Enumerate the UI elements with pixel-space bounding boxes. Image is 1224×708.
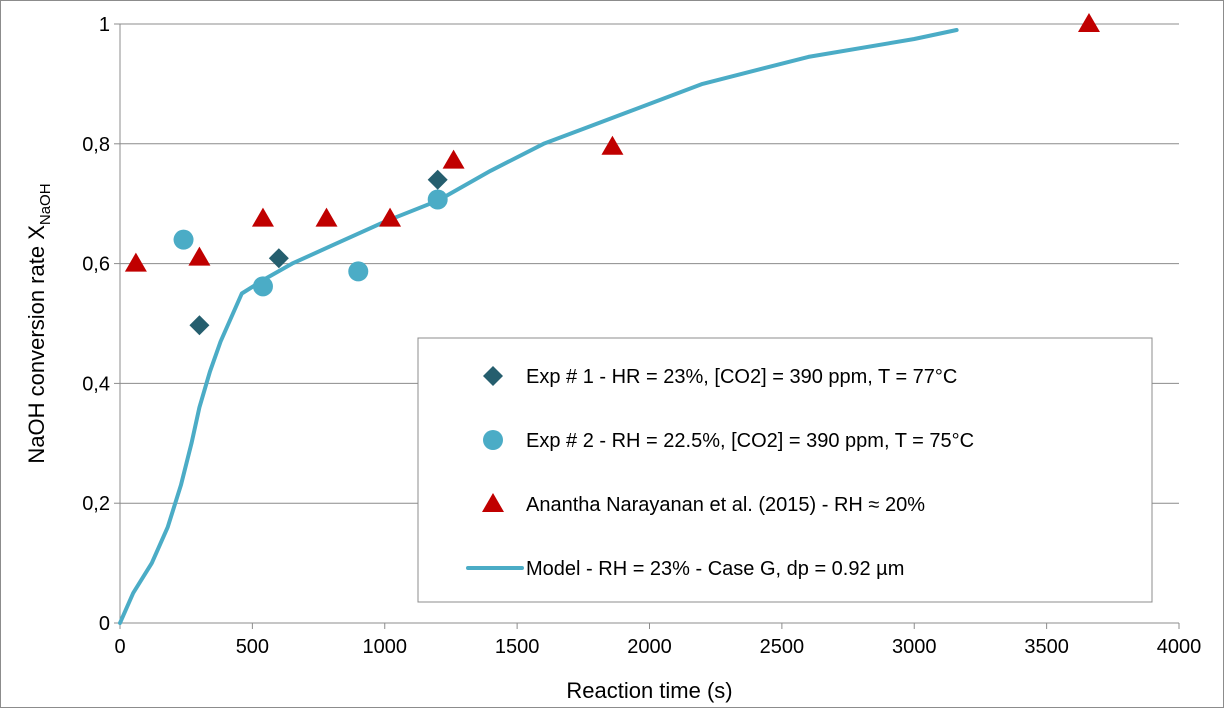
legend: Exp # 1 - HR = 23%, [CO2] = 390 ppm, T =… — [417, 337, 1153, 603]
legend-label: Exp # 1 - HR = 23%, [CO2] = 390 ppm, T =… — [526, 366, 957, 388]
series-3-triangle-marker — [188, 246, 211, 266]
x-tick-label: 3500 — [1024, 636, 1069, 658]
series-1-diamond-marker — [268, 248, 289, 269]
series-2-circle-marker — [173, 229, 194, 250]
legend-circle-swatch — [483, 430, 503, 450]
y-tick-label: 0,4 — [82, 373, 110, 395]
legend-diamond-swatch — [483, 366, 503, 386]
legend-triangle-swatch — [482, 493, 504, 512]
y-tick-label: 0 — [99, 613, 110, 635]
x-axis-title: Reaction time (s) — [566, 678, 732, 703]
y-tick-label: 0,6 — [82, 254, 110, 276]
legend-label: Anantha Narayanan et al. (2015) - RH ≈ 2… — [526, 494, 925, 516]
x-tick-label: 0 — [114, 636, 125, 658]
series-3-triangle-marker — [442, 149, 465, 169]
legend-box — [417, 337, 1153, 603]
x-tick-label: 2500 — [760, 636, 805, 658]
legend-label: Model - RH = 23% - Case G, dp = 0.92 µm — [526, 558, 904, 580]
series-1-diamond-marker — [427, 169, 448, 190]
x-tick-label: 1500 — [495, 636, 540, 658]
series-2-circle-marker — [348, 261, 369, 282]
data-markers — [124, 13, 1100, 336]
series-3-triangle-marker — [379, 207, 402, 227]
y-tick-label: 0,2 — [82, 493, 110, 515]
y-axis-title-subscript: NaOH — [37, 183, 54, 225]
y-tick-label: 1 — [99, 14, 110, 36]
series-2-circle-marker — [427, 189, 448, 210]
x-tick-label: 2000 — [627, 636, 672, 658]
series-3-triangle-marker — [315, 207, 338, 227]
series-3-triangle-marker — [601, 135, 624, 155]
series-3-triangle-marker — [124, 252, 147, 272]
series-3-triangle-marker — [1077, 13, 1100, 32]
axes — [114, 23, 1180, 629]
legend-label: Exp # 2 - RH = 22.5%, [CO2] = 390 ppm, T… — [526, 430, 974, 452]
x-tick-label: 4000 — [1157, 636, 1202, 658]
series-3-triangle-marker — [251, 207, 274, 227]
tick-labels: 0 0,2 0,4 0,6 0,8 1 0 500 1000 1500 2000 2500 3000 35… — [82, 14, 1201, 658]
x-tick-label: 500 — [236, 636, 269, 658]
x-tick-label: 1000 — [363, 636, 408, 658]
series-1-diamond-marker — [189, 315, 210, 336]
y-tick-label: 0,8 — [82, 134, 110, 156]
y-axis-title: NaOH conversion rate XNaOH — [24, 183, 54, 463]
y-axis-title-main: NaOH conversion rate X — [24, 225, 49, 464]
x-tick-label: 3000 — [892, 636, 937, 658]
series-2-circle-marker — [252, 276, 273, 297]
